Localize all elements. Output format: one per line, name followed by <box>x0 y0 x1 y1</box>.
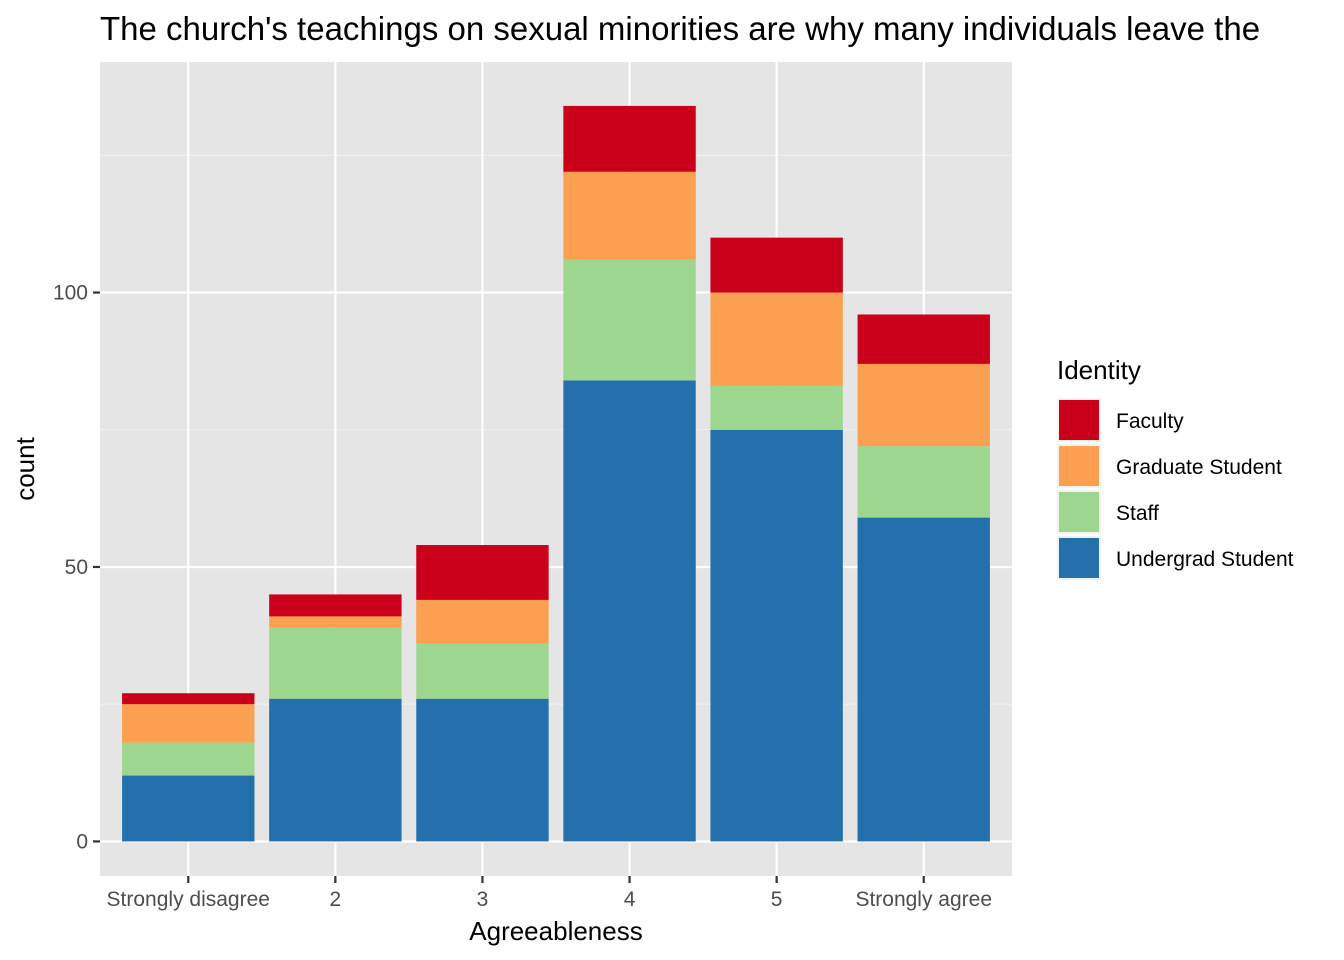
x-axis-title: Agreeableness <box>469 916 642 946</box>
bar-segment-staff <box>857 446 990 518</box>
bar-segment-undergrad-student <box>563 380 696 842</box>
bar-segment-graduate-student <box>416 599 549 644</box>
legend-swatch-undergrad-student <box>1059 538 1099 578</box>
bar-segment-faculty <box>857 314 990 364</box>
legend: Identity Faculty Graduate Student Staff Und… <box>1057 355 1294 580</box>
y-axis-title: count <box>10 436 40 500</box>
bar-segment-undergrad-student <box>416 698 549 842</box>
bar-segment-faculty <box>122 693 255 705</box>
legend-label: Graduate Student <box>1116 456 1282 479</box>
bar-segment-staff <box>122 742 255 776</box>
bar-segment-undergrad-student <box>122 775 255 842</box>
legend-swatch-faculty <box>1059 400 1099 440</box>
legend-label: Faculty <box>1116 410 1184 433</box>
bar-segment-faculty <box>416 545 549 600</box>
bar-segment-graduate-student <box>563 171 696 260</box>
bar-segment-undergrad-student <box>710 429 843 842</box>
y-tick-label: 0 <box>76 830 88 853</box>
bar-segment-faculty <box>269 594 402 617</box>
legend-label: Undergrad Student <box>1116 548 1294 571</box>
y-tick-label: 100 <box>53 282 88 305</box>
bars <box>122 105 990 842</box>
x-tick-label: Strongly disagree <box>107 888 270 911</box>
bar-segment-graduate-student <box>857 363 990 447</box>
bar-segment-staff <box>563 259 696 381</box>
bar-segment-undergrad-student <box>857 517 990 842</box>
bar-segment-faculty <box>563 105 696 172</box>
x-tick-label: 5 <box>771 888 783 911</box>
bar-segment-undergrad-student <box>269 698 402 842</box>
bar-segment-faculty <box>710 237 843 293</box>
x-tick-label: 2 <box>330 888 342 911</box>
x-tick-label: 3 <box>477 888 489 911</box>
bar-segment-graduate-student <box>122 704 255 743</box>
y-tick-label: 50 <box>65 556 88 579</box>
y-axis: 0 50 100 <box>53 282 100 853</box>
x-tick-label: 4 <box>624 888 636 911</box>
legend-items: Faculty Graduate Student Staff Undergrad St… <box>1057 398 1294 580</box>
bar-segment-staff <box>710 385 843 430</box>
bar-segment-staff <box>269 627 402 699</box>
x-tick-label: Strongly agree <box>855 888 992 911</box>
bar-segment-graduate-student <box>710 292 843 386</box>
chart-title: The church's teachings on sexual minorit… <box>100 10 1260 47</box>
legend-swatch-graduate-student <box>1059 446 1099 486</box>
legend-swatch-staff <box>1059 492 1099 532</box>
bar-segment-staff <box>416 643 549 699</box>
bar-segment-graduate-student <box>269 616 402 628</box>
legend-label: Staff <box>1116 502 1159 525</box>
legend-title: Identity <box>1057 355 1141 385</box>
x-axis: Strongly disagree 2 3 4 5 Strongly agree <box>107 876 992 911</box>
